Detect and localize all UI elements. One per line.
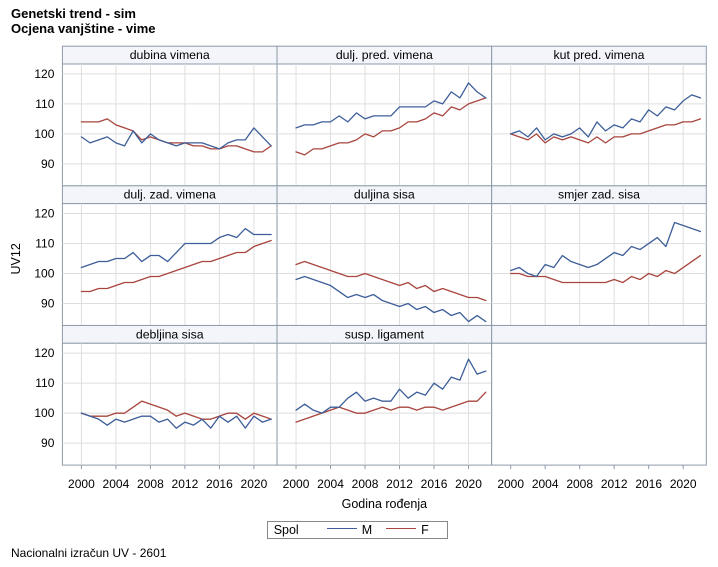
svg-text:100: 100 (34, 406, 54, 420)
svg-text:2000: 2000 (68, 477, 95, 491)
svg-text:2004: 2004 (103, 477, 130, 491)
svg-text:2020: 2020 (455, 477, 482, 491)
svg-text:2004: 2004 (317, 477, 344, 491)
svg-text:2000: 2000 (497, 477, 524, 491)
svg-text:2016: 2016 (635, 477, 662, 491)
svg-text:2008: 2008 (566, 477, 593, 491)
svg-text:dulj. zad. vimena: dulj. zad. vimena (124, 188, 216, 202)
svg-text:110: 110 (35, 376, 54, 390)
svg-text:2012: 2012 (601, 477, 628, 491)
svg-text:UV12: UV12 (9, 243, 23, 274)
svg-text:2020: 2020 (241, 477, 268, 491)
svg-text:100: 100 (34, 267, 54, 281)
svg-text:100: 100 (34, 127, 54, 141)
svg-text:2008: 2008 (137, 477, 164, 491)
svg-text:smjer zad. sisa: smjer zad. sisa (558, 188, 640, 202)
svg-text:110: 110 (35, 237, 54, 251)
svg-text:2004: 2004 (532, 477, 559, 491)
svg-text:110: 110 (35, 97, 54, 111)
svg-text:2012: 2012 (172, 477, 199, 491)
svg-text:2008: 2008 (352, 477, 379, 491)
svg-text:90: 90 (41, 157, 55, 171)
svg-text:2016: 2016 (421, 477, 448, 491)
svg-text:2016: 2016 (206, 477, 233, 491)
svg-text:120: 120 (34, 67, 54, 81)
svg-text:120: 120 (34, 207, 54, 221)
svg-text:2020: 2020 (670, 477, 697, 491)
svg-text:debljina sisa: debljina sisa (136, 327, 204, 341)
svg-text:90: 90 (41, 297, 55, 311)
svg-text:2000: 2000 (283, 477, 310, 491)
svg-text:dubina vimena: dubina vimena (130, 48, 210, 62)
svg-text:dulj. pred. vimena: dulj. pred. vimena (336, 48, 433, 62)
svg-text:120: 120 (34, 346, 54, 360)
svg-text:90: 90 (41, 436, 55, 450)
svg-text:susp. ligament: susp. ligament (345, 327, 425, 341)
svg-text:2012: 2012 (386, 477, 413, 491)
svg-text:duljina sisa: duljina sisa (354, 188, 415, 202)
svg-text:kut pred. vimena: kut pred. vimena (554, 48, 645, 62)
